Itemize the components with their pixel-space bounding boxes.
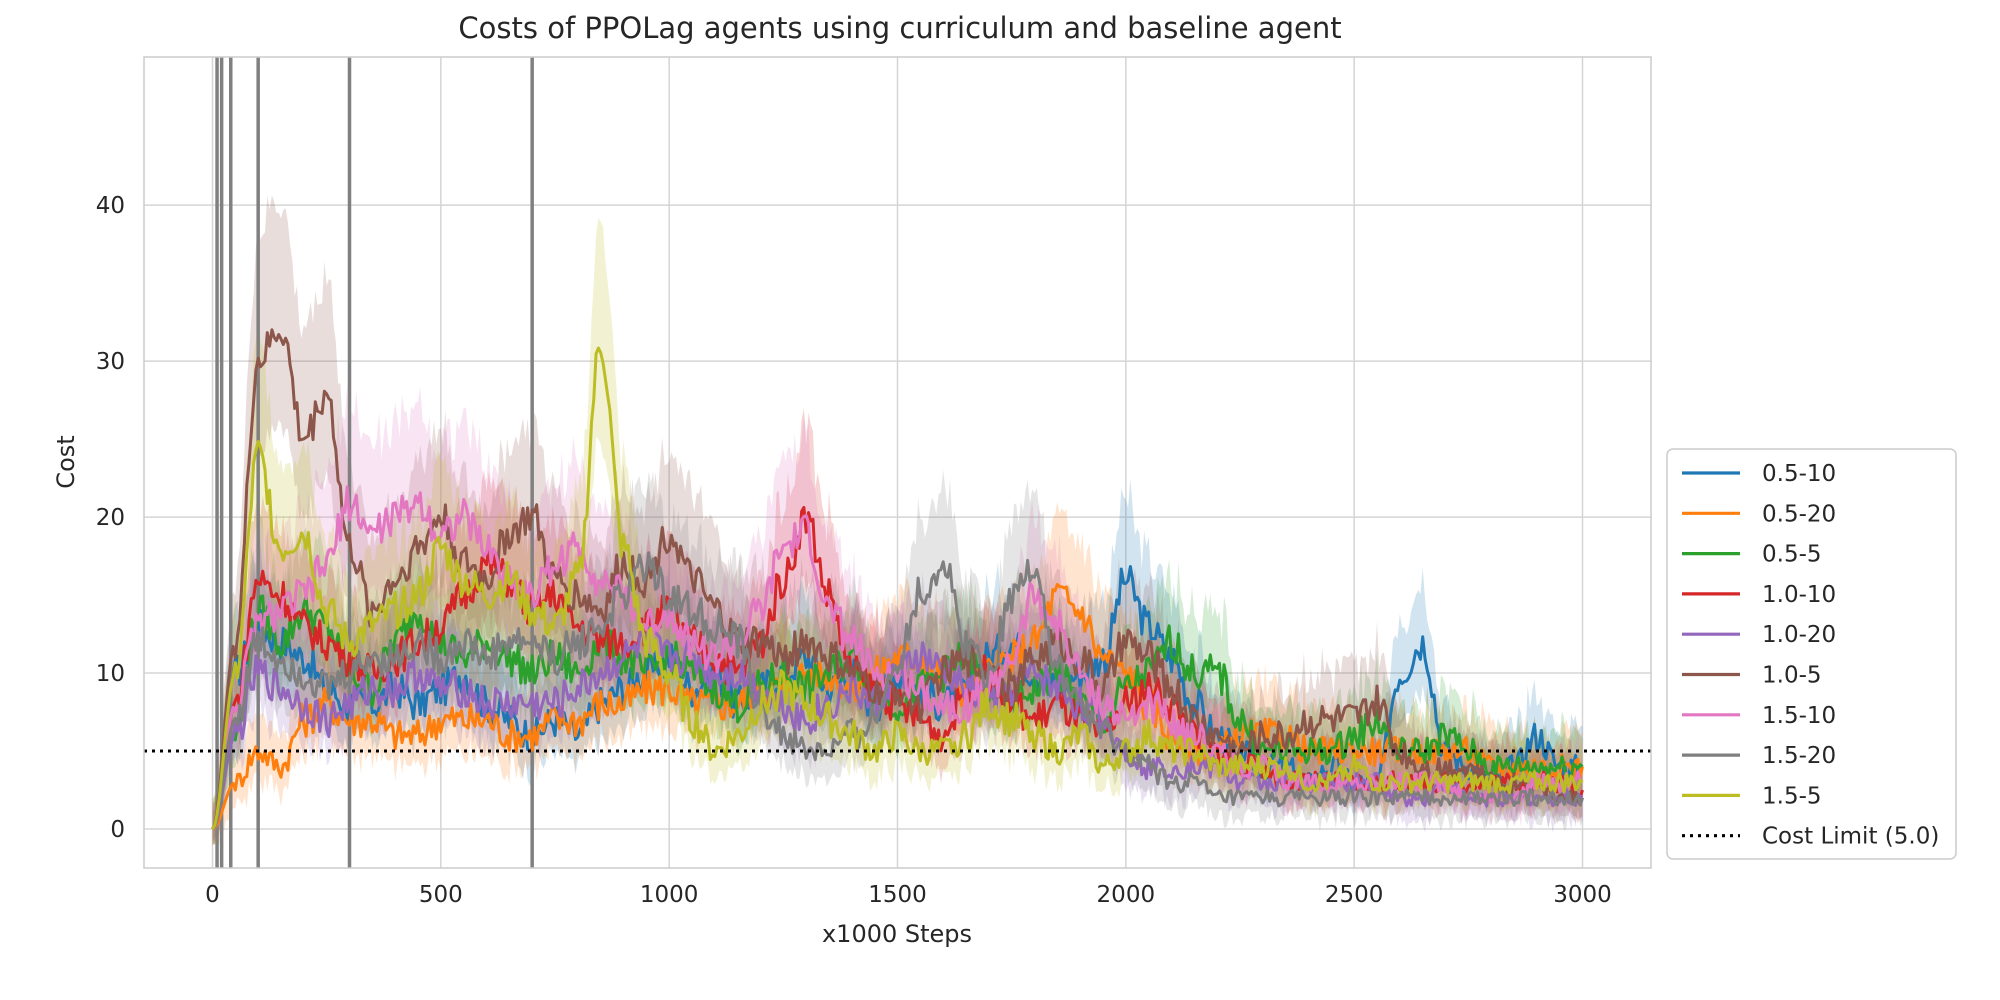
curriculum-switch-lines: [215, 57, 534, 868]
x-tick-labels: 0 500 1000 1500 2000 2500 3000: [205, 882, 1612, 908]
y-tick-label: 20: [96, 505, 125, 531]
x-tick-label: 500: [419, 882, 463, 908]
plot-frame: [143, 56, 1652, 869]
y-axis-label: Cost: [52, 435, 80, 488]
legend-label: Cost Limit (5.0): [1762, 824, 1939, 850]
y-tick-labels: 0 10 20 30 40: [96, 193, 125, 843]
x-tick-label: 2000: [1097, 882, 1156, 908]
x-tick-label: 1500: [868, 882, 927, 908]
series-line: [211, 551, 1584, 830]
legend-label: 1.5-20: [1762, 743, 1836, 769]
confidence-band: [212, 408, 1583, 845]
y-tick-label: 0: [110, 817, 125, 843]
x-axis-label: x1000 Steps: [822, 920, 972, 948]
series-line: [211, 346, 1584, 830]
legend-label: 0.5-5: [1762, 542, 1822, 568]
x-tick-label: 1000: [640, 882, 699, 908]
legend-label: 1.0-10: [1762, 582, 1836, 608]
x-tick-label: 0: [205, 882, 220, 908]
series-line: [211, 485, 1584, 830]
x-tick-label: 2500: [1325, 882, 1384, 908]
legend: 0.5-10 0.5-20 0.5-5 1.0-10 1.0-20 1.0-5 1.5-10…: [1666, 448, 1957, 860]
series-line: [211, 328, 1584, 830]
chart-title: Costs of PPOLag agents using curriculum …: [458, 11, 1341, 45]
y-tick-label: 10: [96, 661, 125, 687]
legend-label: 0.5-10: [1762, 461, 1836, 487]
series-lines: [211, 328, 1584, 831]
confidence-band: [212, 383, 1583, 845]
legend-label: 1.0-20: [1762, 622, 1836, 648]
legend-label: 1.5-5: [1762, 783, 1822, 809]
y-tick-label: 40: [96, 193, 125, 219]
x-tick-label: 3000: [1553, 882, 1612, 908]
legend-label: 0.5-20: [1762, 501, 1836, 527]
legend-label: 1.0-5: [1762, 663, 1822, 689]
series-line: [211, 625, 1584, 831]
y-tick-label: 30: [96, 349, 125, 375]
legend-label: 1.5-10: [1762, 703, 1836, 729]
